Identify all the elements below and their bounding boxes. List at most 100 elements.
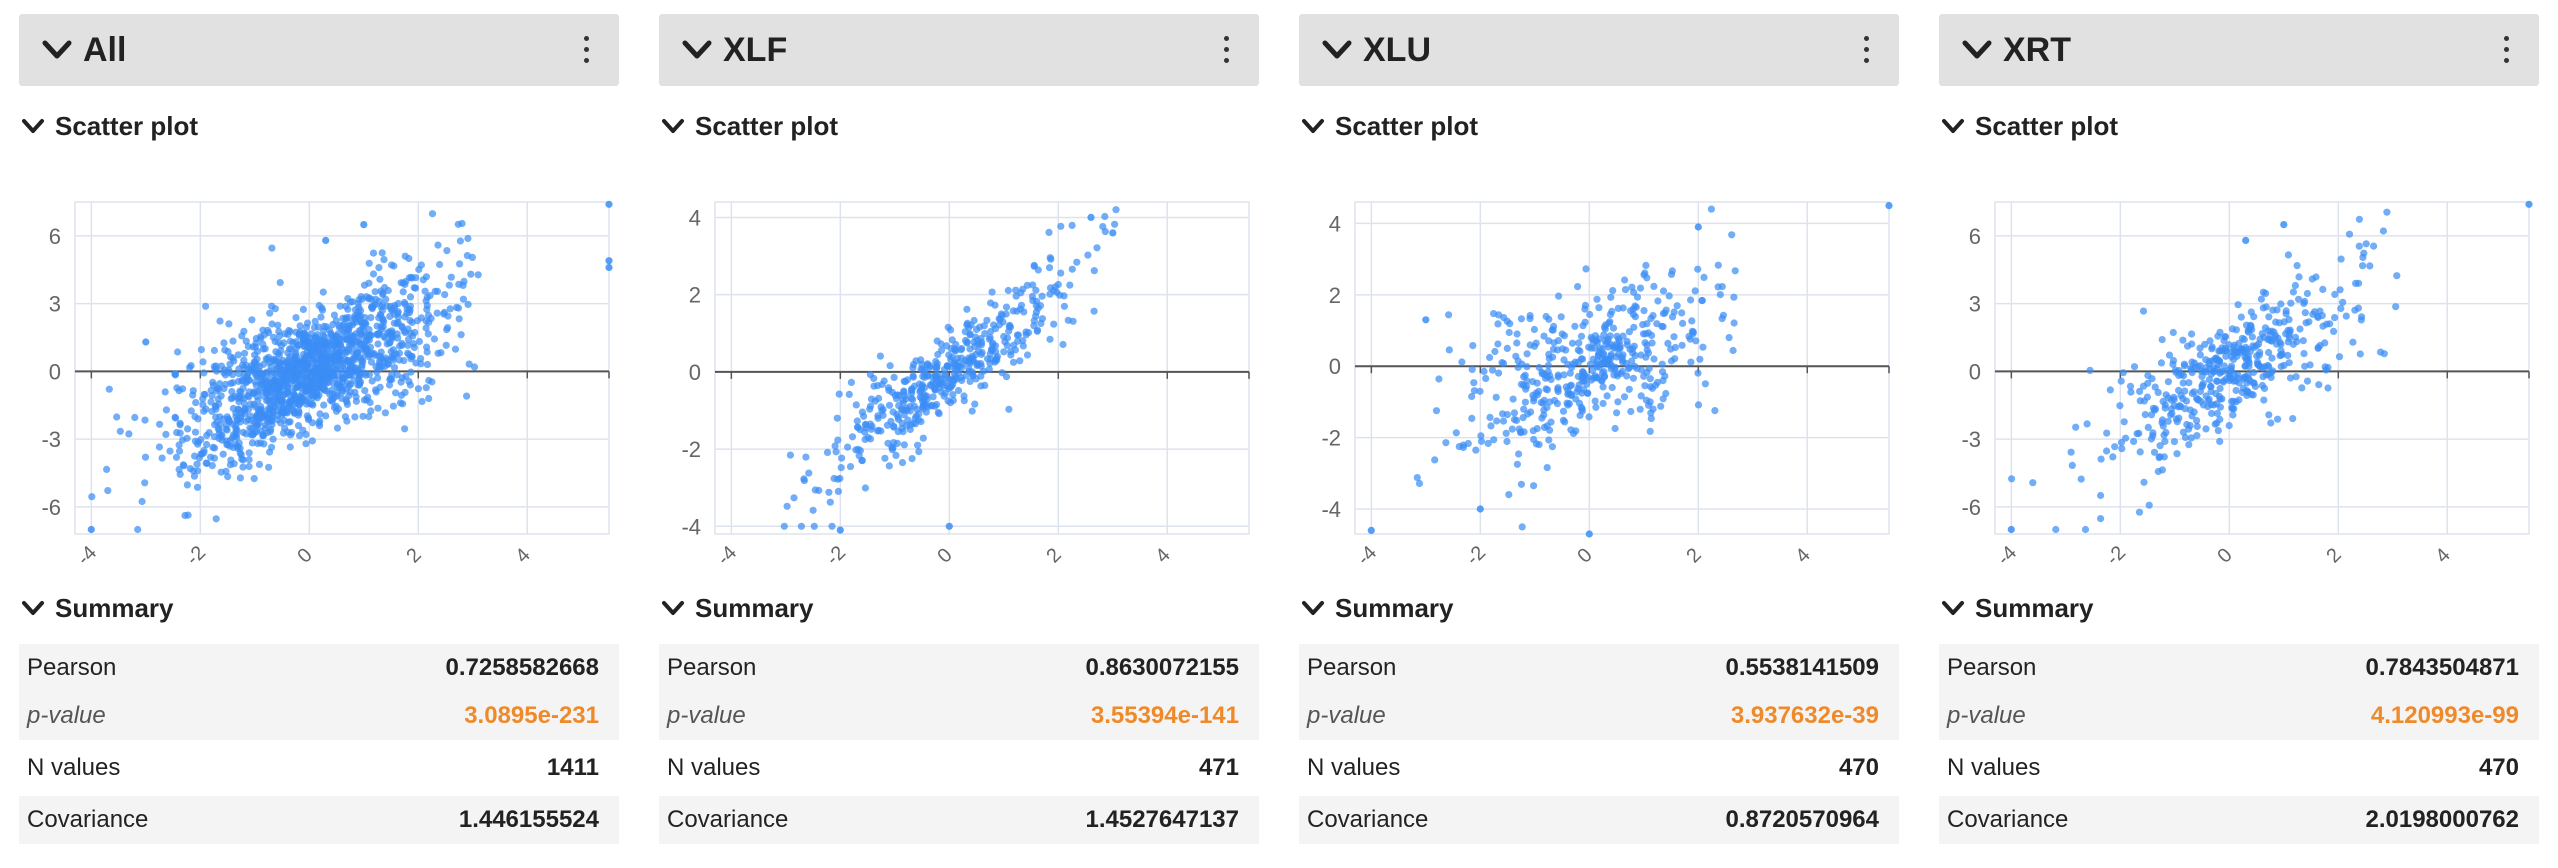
scatter-point — [415, 337, 423, 346]
scatter-point — [802, 453, 810, 461]
scatter-point — [2207, 388, 2215, 396]
panel-header[interactable]: XLF — [659, 14, 1259, 86]
scatter-point — [279, 360, 287, 368]
scatter-point — [423, 348, 431, 356]
scatter-point — [2205, 357, 2213, 365]
scatter-point — [234, 394, 242, 402]
scatter-point — [1551, 396, 1559, 405]
scatter-point — [1045, 228, 1053, 236]
scatter-point — [387, 305, 395, 313]
panel-xlf: XLF Scatter plot -4 -2 0 2 4 4 2 0 -2 -4 Summary … — [659, 14, 1259, 854]
scatter-point — [186, 465, 194, 473]
chevron-down-icon[interactable] — [681, 36, 713, 64]
scatter-point — [176, 421, 184, 429]
scatter-point — [87, 525, 95, 534]
scatter-point — [1694, 369, 1702, 377]
scatter-point — [2289, 415, 2297, 423]
scatter-point — [316, 356, 324, 364]
scatter-point — [268, 414, 276, 422]
scatter-point — [2268, 354, 2276, 362]
section-title: Scatter plot — [55, 111, 199, 141]
scatter-point — [174, 348, 182, 356]
scatter-point — [866, 371, 874, 379]
scatter-point — [142, 338, 150, 346]
scatter-point — [344, 326, 353, 334]
scatter-point — [1679, 319, 1687, 327]
scatter-point — [195, 454, 203, 462]
scatter-point — [460, 277, 468, 285]
scatter-point — [2161, 404, 2169, 412]
scatter-point — [1532, 339, 1540, 347]
chevron-down-icon[interactable] — [1321, 36, 1353, 64]
more-options-icon[interactable] — [1861, 36, 1871, 66]
scatter-point — [1699, 343, 1707, 351]
scatter-point — [2267, 419, 2275, 427]
scatter-point — [1019, 285, 1027, 293]
scatter-point — [1594, 374, 1602, 382]
scatter-point — [1613, 409, 1621, 417]
scatter-point — [400, 357, 408, 365]
scatter-point — [419, 276, 427, 284]
scatter-point — [340, 320, 348, 328]
scatter-point — [333, 424, 342, 432]
stat-value: 1411 — [546, 754, 599, 781]
scatter-point — [1499, 359, 1508, 367]
panel-header[interactable]: XLU — [1299, 14, 1899, 86]
scatter-point — [1579, 322, 1587, 330]
scatter-point — [2232, 398, 2240, 406]
scatter-point — [952, 346, 960, 354]
scatter-point — [1662, 306, 1670, 314]
scatter-point — [2393, 272, 2401, 280]
chevron-down-icon[interactable] — [1961, 36, 1993, 64]
scatter-point — [444, 324, 452, 332]
chevron-down-icon[interactable] — [41, 36, 73, 64]
scatter-point — [1510, 409, 1518, 417]
scatter-point — [322, 236, 330, 244]
scatter-point — [352, 393, 360, 401]
more-options-icon[interactable] — [2501, 36, 2511, 66]
scatter-point — [138, 497, 146, 506]
scatter-point — [1603, 392, 1611, 400]
stat-row-pvalue: p-value 3.55394e-141 — [659, 692, 1259, 740]
scatter-point — [1647, 383, 1655, 391]
scatter-point — [1459, 441, 1467, 449]
scatter-point — [1640, 307, 1648, 315]
scatter-point — [2275, 319, 2283, 327]
panel-header[interactable]: XRT — [1939, 14, 2539, 86]
scatter-point — [954, 386, 963, 395]
scatter-point — [355, 296, 363, 304]
scatter-point — [1885, 202, 1893, 210]
scatter-point — [2238, 334, 2246, 342]
scatter-point — [230, 460, 238, 468]
scatter-point — [1559, 407, 1568, 415]
scatter-point — [213, 387, 221, 395]
stat-value: 3.937632e-39 — [1730, 702, 1879, 729]
scatter-point — [2245, 363, 2253, 371]
scatter-point — [397, 378, 405, 386]
scatter-point — [1599, 399, 1607, 408]
more-options-icon[interactable] — [581, 36, 591, 66]
scatter-point — [870, 382, 878, 390]
scatter-point — [2215, 392, 2223, 400]
scatter-point — [392, 389, 400, 397]
scatter-point — [1050, 287, 1058, 295]
panel-header[interactable]: All — [19, 14, 619, 86]
more-options-icon[interactable] — [1221, 36, 1231, 66]
scatter-point — [1607, 293, 1615, 301]
scatter-point — [2376, 348, 2385, 356]
scatter-point — [901, 392, 909, 400]
scatter-point — [242, 430, 250, 438]
stat-label: Pearson — [1307, 654, 1397, 681]
scatter-point — [2339, 298, 2347, 306]
scatter-point — [2280, 221, 2288, 229]
scatter-point — [2220, 337, 2228, 345]
scatter-point — [2300, 350, 2308, 358]
scatter-point — [134, 525, 142, 534]
scatter-point — [2207, 382, 2215, 391]
scatter-point — [141, 479, 149, 487]
scatter-point — [2126, 382, 2135, 390]
scatter-point — [2116, 402, 2124, 410]
scatter-point — [421, 287, 429, 295]
scatter-point — [1554, 387, 1562, 396]
scatter-point — [257, 402, 265, 411]
